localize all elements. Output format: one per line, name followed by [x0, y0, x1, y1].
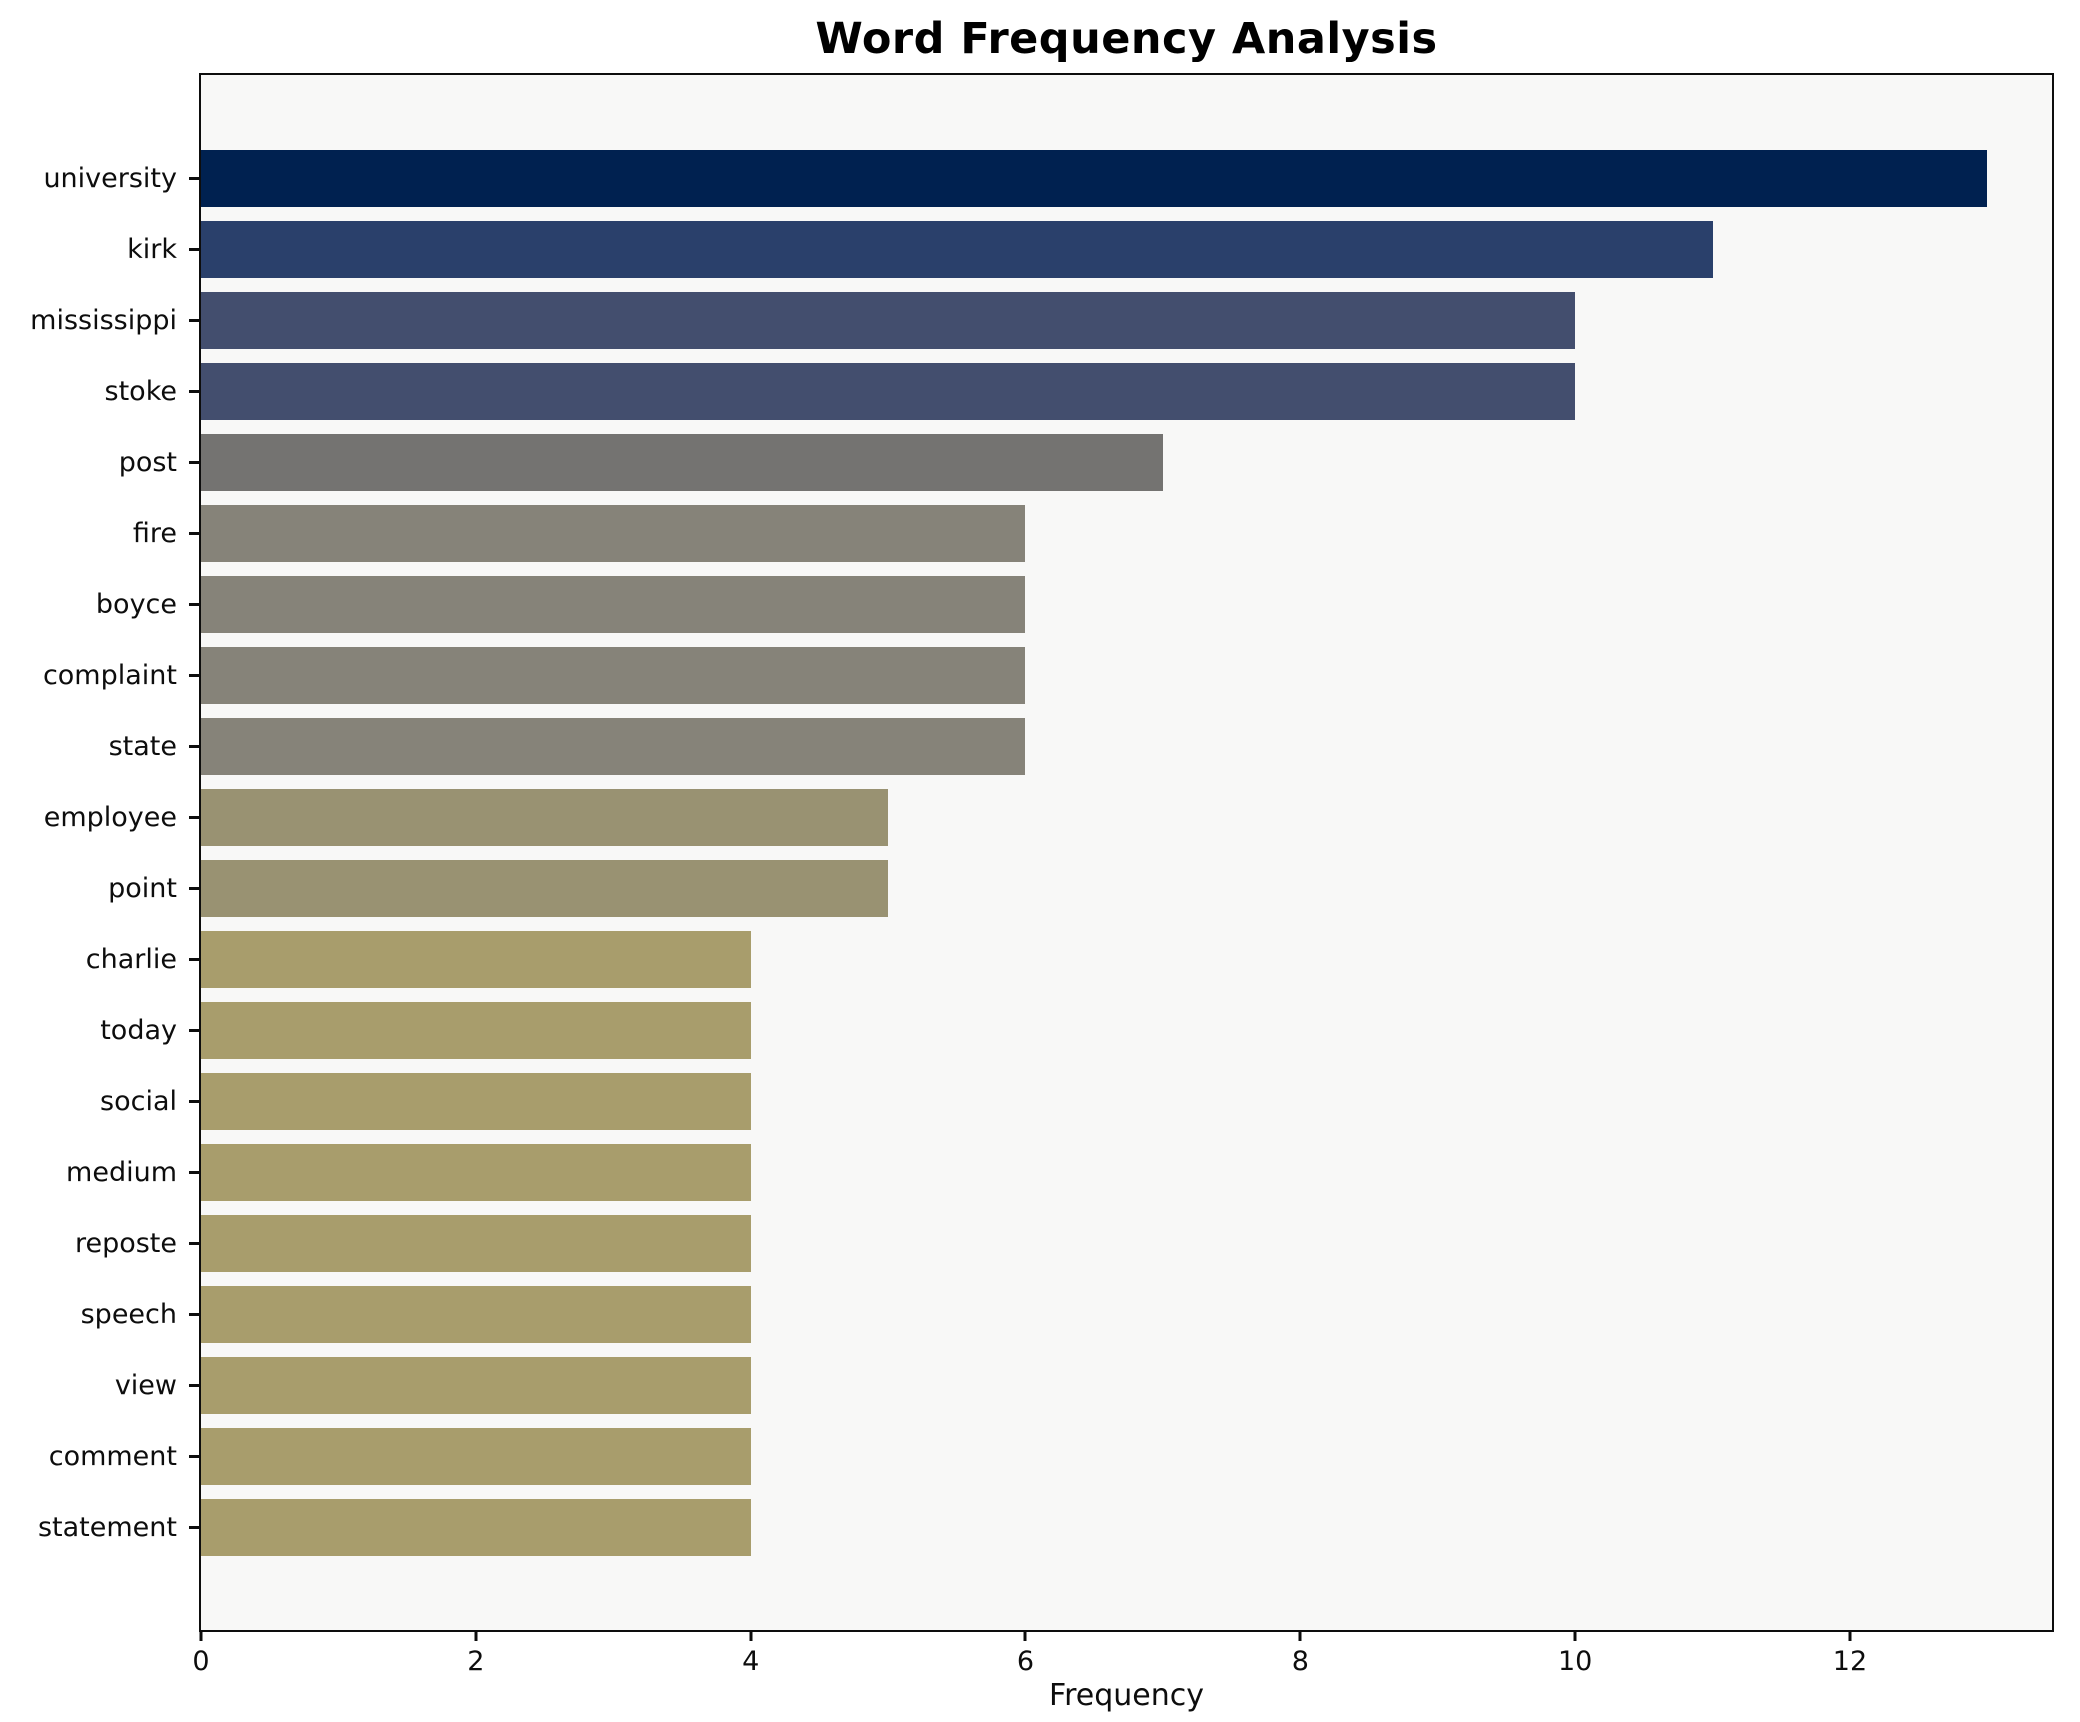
y-tick-mark: [189, 1242, 199, 1245]
x-tick-label: 8: [1291, 1646, 1309, 1677]
bar-row: university: [43, 143, 2052, 214]
y-tick-label: boyce: [95, 589, 177, 620]
y-tick-mark: [189, 248, 199, 251]
y-tick-label: mississippi: [30, 305, 177, 336]
x-tick-label: 12: [1832, 1646, 1868, 1677]
bar-row: boyce: [96, 569, 2052, 640]
y-tick-mark: [189, 745, 199, 748]
y-tick-label: charlie: [85, 944, 177, 975]
y-tick-mark: [189, 1313, 199, 1316]
x-tick-label: 0: [192, 1646, 210, 1677]
x-tick-label: 2: [467, 1646, 485, 1677]
y-tick-label: view: [114, 1370, 177, 1401]
y-tick-label: statement: [37, 1512, 177, 1543]
y-tick-label: university: [43, 163, 177, 194]
bar-row: employee: [44, 782, 2052, 853]
y-tick-mark: [189, 674, 199, 677]
x-tick-mark: [1848, 1632, 1852, 1641]
y-tick-label: state: [108, 731, 177, 762]
bar: [201, 1002, 751, 1059]
bar: [201, 150, 1988, 207]
y-tick-label: fire: [132, 518, 177, 549]
bar: [201, 292, 1576, 349]
x-tick-mark: [1023, 1632, 1027, 1641]
bar: [201, 931, 751, 988]
y-tick-mark: [189, 532, 199, 535]
y-tick-label: today: [100, 1015, 177, 1046]
y-tick-mark: [189, 319, 199, 322]
x-tick-label: 4: [742, 1646, 760, 1677]
bar: [201, 505, 1026, 562]
bar-row: social: [100, 1066, 2052, 1137]
bar: [201, 1499, 751, 1556]
y-tick-label: speech: [80, 1299, 177, 1330]
bar-row: comment: [49, 1421, 2052, 1492]
bar-row: fire: [133, 498, 2052, 569]
y-tick-mark: [189, 461, 199, 464]
bar-row: view: [115, 1350, 2052, 1421]
bar: [201, 1073, 751, 1130]
bar-row: reposte: [75, 1208, 2052, 1279]
y-tick-mark: [189, 1526, 199, 1529]
y-tick-label: complaint: [42, 660, 177, 691]
y-tick-label: social: [100, 1086, 177, 1117]
bar: [201, 1357, 751, 1414]
bar: [201, 860, 889, 917]
x-tick-label: 10: [1557, 1646, 1593, 1677]
y-tick-mark: [189, 1384, 199, 1387]
bar: [201, 718, 1026, 775]
y-tick-mark: [189, 1100, 199, 1103]
bar-row: post: [119, 427, 2052, 498]
y-tick-label: point: [108, 873, 177, 904]
y-tick-mark: [189, 177, 199, 180]
bar-row: medium: [66, 1137, 2052, 1208]
bar: [201, 1215, 751, 1272]
y-tick-label: comment: [48, 1441, 177, 1472]
x-tick-label: 6: [1016, 1646, 1035, 1677]
x-tick-mark: [474, 1632, 478, 1641]
y-tick-mark: [189, 1029, 199, 1032]
y-tick-label: stoke: [104, 376, 177, 407]
chart-title: Word Frequency Analysis: [815, 14, 1438, 64]
bar: [201, 1428, 751, 1485]
bar: [201, 1144, 751, 1201]
x-tick-mark: [1573, 1632, 1577, 1641]
bar: [201, 647, 1026, 704]
bar: [201, 1286, 751, 1343]
x-tick-mark: [199, 1632, 203, 1641]
bar-row: kirk: [127, 214, 2052, 285]
bar-row: speech: [81, 1279, 2052, 1350]
bar-row: complaint: [43, 640, 2052, 711]
bar: [201, 434, 1163, 491]
x-axis-label: Frequency: [1049, 1678, 1204, 1713]
bar-row: statement: [38, 1492, 2052, 1563]
y-tick-mark: [189, 816, 199, 819]
y-tick-label: reposte: [74, 1228, 177, 1259]
bar-row: stoke: [105, 356, 2052, 427]
y-tick-mark: [189, 390, 199, 393]
bar-row: today: [100, 995, 2052, 1066]
bar-row: mississippi: [30, 285, 2052, 356]
y-tick-mark: [189, 958, 199, 961]
y-tick-label: medium: [66, 1157, 177, 1188]
y-tick-label: post: [118, 447, 177, 478]
x-tick-mark: [1298, 1632, 1302, 1641]
y-tick-label: kirk: [127, 234, 177, 265]
bar: [201, 789, 889, 846]
bar-row: state: [109, 711, 2052, 782]
plot-area: university kirk mississippi stoke post fire bo…: [30, 73, 2054, 1677]
y-tick-mark: [189, 887, 199, 890]
y-tick-mark: [189, 1455, 199, 1458]
bar: [201, 576, 1026, 633]
bars-container: university kirk mississippi stoke post fire bo…: [30, 75, 2052, 1563]
y-tick-mark: [189, 603, 199, 606]
bar-row: charlie: [86, 924, 2052, 995]
bar: [201, 363, 1576, 420]
bar-row: point: [108, 853, 2052, 924]
bar: [201, 221, 1713, 278]
y-tick-mark: [189, 1171, 199, 1174]
x-tick-mark: [749, 1632, 753, 1641]
y-tick-label: employee: [43, 802, 177, 833]
